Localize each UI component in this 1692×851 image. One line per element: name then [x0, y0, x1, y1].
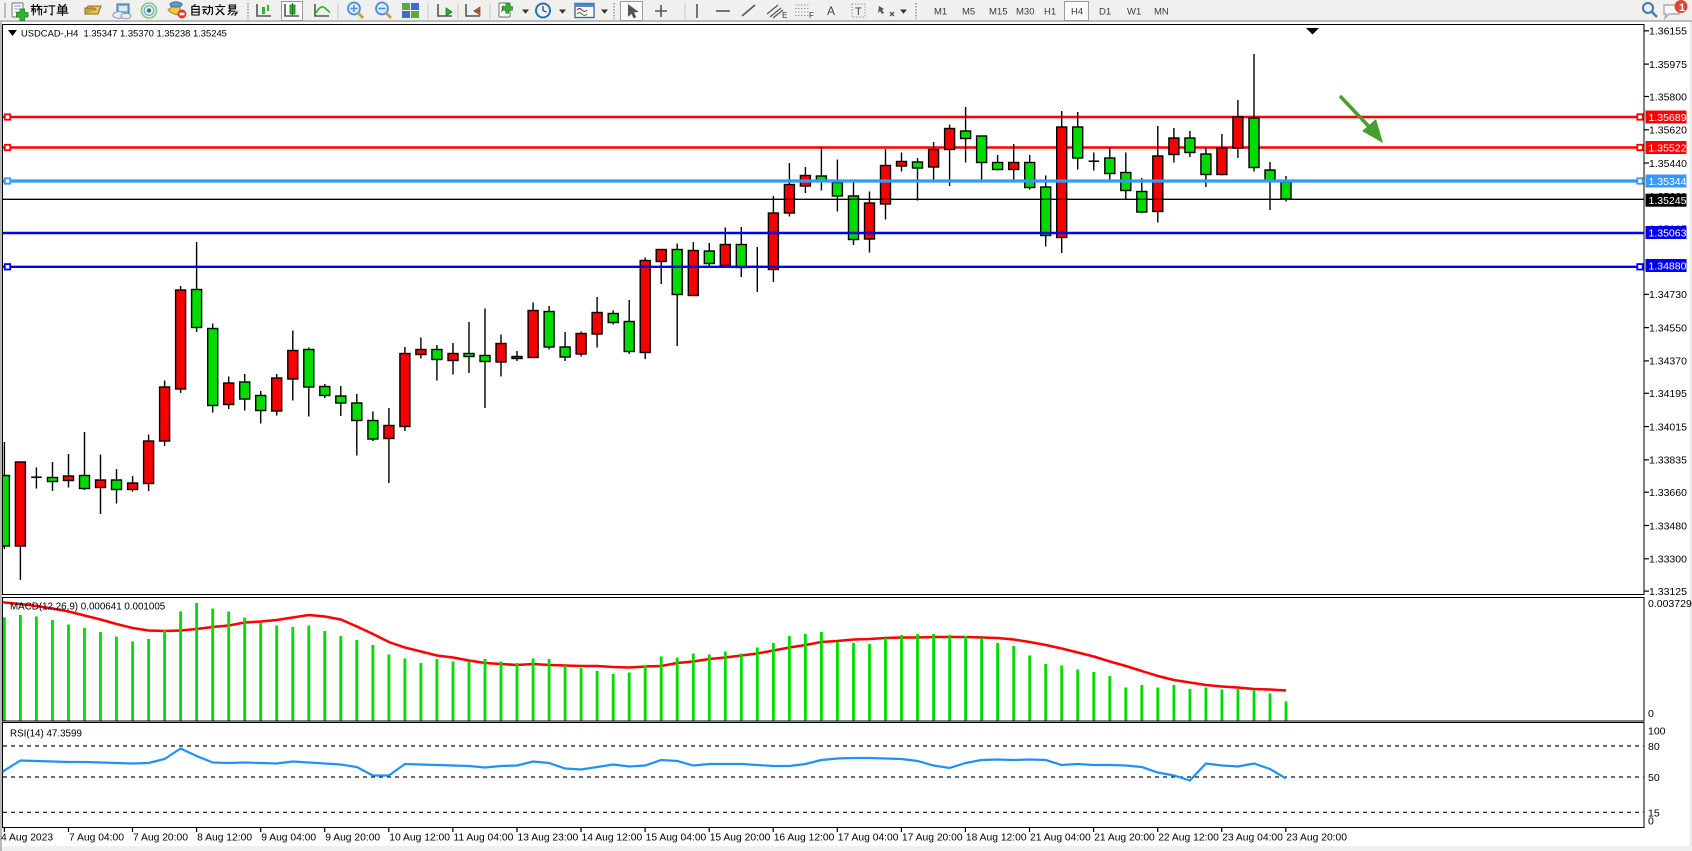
- svg-text:21 Aug 04:00: 21 Aug 04:00: [1030, 833, 1091, 844]
- svg-text:M30: M30: [1016, 7, 1034, 18]
- svg-text:1.35620: 1.35620: [1649, 125, 1687, 137]
- svg-text:H1: H1: [1044, 7, 1056, 18]
- svg-text:USDCAD-,H4 1.35347 1.35370 1.: USDCAD-,H4 1.35347 1.35370 1.35238 1.352…: [21, 28, 227, 39]
- svg-text:RSI(14) 47.3599: RSI(14) 47.3599: [10, 729, 82, 740]
- svg-text:1.35063: 1.35063: [1649, 227, 1687, 239]
- svg-text:M1: M1: [934, 7, 947, 18]
- svg-text:1.33480: 1.33480: [1649, 520, 1687, 532]
- svg-text:A: A: [827, 4, 835, 18]
- svg-text:50: 50: [1648, 772, 1660, 784]
- svg-text:M15: M15: [989, 7, 1007, 18]
- svg-text:MACD(12,26,9) 0.000641 0.00100: MACD(12,26,9) 0.000641 0.001005: [10, 602, 166, 613]
- svg-text:1.35522: 1.35522: [1649, 142, 1687, 154]
- svg-text:15 Aug 20:00: 15 Aug 20:00: [710, 833, 771, 844]
- svg-text:1.35975: 1.35975: [1649, 59, 1687, 71]
- svg-text:1.34550: 1.34550: [1649, 322, 1687, 334]
- svg-text:9 Aug 20:00: 9 Aug 20:00: [325, 833, 380, 844]
- svg-text:18 Aug 12:00: 18 Aug 12:00: [966, 833, 1027, 844]
- svg-text:22 Aug 12:00: 22 Aug 12:00: [1158, 833, 1219, 844]
- svg-text:23 Aug 20:00: 23 Aug 20:00: [1286, 833, 1347, 844]
- svg-text:23 Aug 04:00: 23 Aug 04:00: [1222, 833, 1283, 844]
- svg-text:1.34880: 1.34880: [1649, 260, 1687, 272]
- svg-text:1.34015: 1.34015: [1649, 421, 1687, 433]
- svg-text:11 Aug 04:00: 11 Aug 04:00: [453, 833, 513, 844]
- svg-text:1.33660: 1.33660: [1649, 487, 1687, 499]
- svg-text:10 Aug 12:00: 10 Aug 12:00: [389, 833, 450, 844]
- svg-text:1.35440: 1.35440: [1649, 158, 1687, 170]
- svg-text:8 Aug 12:00: 8 Aug 12:00: [197, 833, 252, 844]
- svg-text:17 Aug 04:00: 17 Aug 04:00: [838, 833, 899, 844]
- svg-text:1.34370: 1.34370: [1649, 356, 1687, 368]
- svg-text:MN: MN: [1154, 7, 1169, 18]
- svg-text:0: 0: [1648, 708, 1654, 720]
- svg-text:D1: D1: [1099, 7, 1111, 18]
- svg-text:1.33125: 1.33125: [1649, 586, 1687, 598]
- svg-text:7 Aug 20:00: 7 Aug 20:00: [133, 833, 188, 844]
- svg-text:1: 1: [1679, 2, 1685, 14]
- svg-text:W1: W1: [1127, 7, 1141, 18]
- svg-text:F: F: [809, 11, 814, 20]
- svg-text:1.35800: 1.35800: [1649, 91, 1687, 103]
- svg-text:100: 100: [1648, 725, 1666, 737]
- svg-text:H4: H4: [1071, 7, 1083, 18]
- svg-text:T: T: [855, 6, 862, 18]
- svg-text:9 Aug 04:00: 9 Aug 04:00: [261, 833, 316, 844]
- svg-text:1.36155: 1.36155: [1649, 26, 1687, 38]
- svg-text:1.35689: 1.35689: [1649, 112, 1687, 124]
- svg-text:4 Aug 2023: 4 Aug 2023: [1, 833, 53, 844]
- svg-text:15 Aug 04:00: 15 Aug 04:00: [646, 833, 707, 844]
- svg-text:1.34195: 1.34195: [1649, 388, 1687, 400]
- svg-text:15: 15: [1648, 807, 1660, 819]
- svg-text:1.34730: 1.34730: [1649, 289, 1687, 301]
- svg-text:1.33835: 1.33835: [1649, 455, 1687, 467]
- svg-text:1.33300: 1.33300: [1649, 554, 1687, 566]
- svg-text:0.003729: 0.003729: [1648, 598, 1692, 610]
- svg-text:0: 0: [1648, 816, 1654, 828]
- svg-text:1.35344: 1.35344: [1649, 176, 1687, 188]
- svg-text:E: E: [782, 11, 787, 20]
- svg-text:7 Aug 04:00: 7 Aug 04:00: [69, 833, 124, 844]
- svg-text:14 Aug 12:00: 14 Aug 12:00: [582, 833, 643, 844]
- svg-text:21 Aug 20:00: 21 Aug 20:00: [1094, 833, 1155, 844]
- svg-text:16 Aug 12:00: 16 Aug 12:00: [774, 833, 835, 844]
- svg-text:17 Aug 20:00: 17 Aug 20:00: [902, 833, 963, 844]
- svg-text:M5: M5: [962, 7, 975, 18]
- svg-text:13 Aug 23:00: 13 Aug 23:00: [518, 833, 579, 844]
- svg-text:1.35245: 1.35245: [1649, 195, 1687, 207]
- svg-text:80: 80: [1648, 741, 1660, 753]
